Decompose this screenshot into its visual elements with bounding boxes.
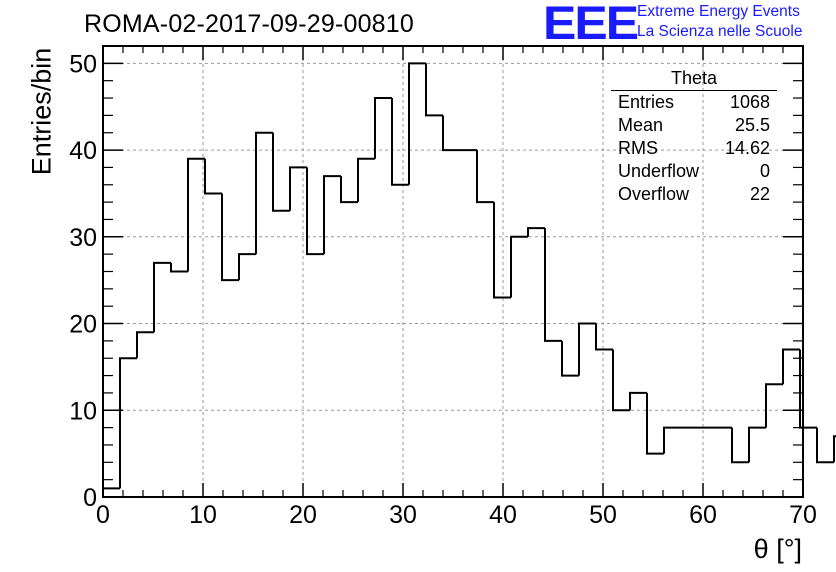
histogram-bin <box>323 175 341 255</box>
stats-row-rms: RMS 14.62 <box>611 137 777 160</box>
histogram-bin <box>187 157 205 272</box>
chart-title: ROMA-02-2017-09-29-00810 <box>84 10 414 38</box>
histogram-bin <box>476 150 494 204</box>
histogram-bin <box>510 235 528 298</box>
x-tick-label: 30 <box>389 501 417 529</box>
histogram-bin <box>765 383 783 428</box>
histogram-bin <box>748 426 766 463</box>
x-tick-label: 20 <box>289 501 317 529</box>
histogram-bin <box>799 349 817 429</box>
y-tick-label: 10 <box>69 397 97 425</box>
logo-text: Extreme Energy Events La Scienza nelle S… <box>637 2 802 42</box>
y-tick-label: 30 <box>69 224 97 252</box>
histogram-bin <box>493 202 511 299</box>
stats-value: 1068 <box>729 92 770 112</box>
histogram-bin <box>238 253 256 281</box>
histogram-bin <box>136 331 154 359</box>
histogram-bin <box>391 98 409 186</box>
tick-labels: 0 10 20 30 40 50 60 70 0 10 20 30 40 50 <box>69 50 817 529</box>
histogram-bin <box>816 427 834 464</box>
stats-label: Overflow <box>618 184 690 204</box>
histogram-bin <box>340 176 358 204</box>
histogram-bin <box>663 426 681 454</box>
histogram-bin <box>731 427 749 464</box>
histogram-bin <box>357 157 375 203</box>
histogram-bin <box>527 227 545 237</box>
histogram-bin <box>102 487 120 497</box>
histogram-bin <box>153 261 171 333</box>
x-tick-label: 10 <box>189 501 217 529</box>
y-tick-label: 40 <box>69 137 97 165</box>
y-tick-label: 0 <box>83 484 97 512</box>
histogram-bin <box>612 349 630 412</box>
stats-label: Entries <box>618 92 675 112</box>
y-tick-label: 50 <box>69 50 97 78</box>
x-tick-label: 70 <box>789 501 817 529</box>
histogram-bin <box>442 115 460 152</box>
histogram-bin <box>578 322 596 376</box>
histogram-bin <box>408 62 426 185</box>
stats-value: 14.62 <box>724 138 770 158</box>
histogram-bin <box>833 435 836 463</box>
eee-logo: EEE <box>543 0 639 50</box>
x-tick-label: 50 <box>589 501 617 529</box>
stats-title: Theta <box>670 68 718 88</box>
histogram-bin <box>544 228 562 342</box>
stats-value: 25.5 <box>734 115 770 135</box>
histogram-bin <box>255 131 273 255</box>
stats-box: Theta Entries 1068 Mean 25.5 RMS 14.62 Underfl… <box>611 68 777 206</box>
logo-line-1: Extreme Energy Events <box>637 3 800 20</box>
histogram-bin <box>595 323 613 351</box>
stats-row-entries: Entries 1068 <box>611 91 777 114</box>
histogram-bin <box>306 167 324 256</box>
axis-ticks <box>102 45 804 498</box>
histogram-bin <box>782 348 800 385</box>
stats-label: Underflow <box>618 161 700 181</box>
stats-value: 22 <box>749 184 770 204</box>
x-axis-label: θ [°] <box>753 534 802 564</box>
stats-value: 0 <box>759 161 770 181</box>
histogram-bin <box>289 166 307 211</box>
histogram-bin <box>646 392 664 455</box>
histogram-bin <box>425 63 443 117</box>
histogram-bin <box>374 97 392 159</box>
histogram-bin <box>170 262 188 273</box>
histogram-bin <box>629 391 647 411</box>
stats-row-mean: Mean 25.5 <box>611 114 777 137</box>
x-tick-label: 40 <box>489 501 517 529</box>
stats-label: Mean <box>618 115 664 135</box>
x-tick-label: 60 <box>689 501 717 529</box>
histogram-bin <box>561 340 579 377</box>
histogram-bin <box>272 132 290 212</box>
plot-frame <box>102 45 804 498</box>
histogram-bin <box>119 357 137 489</box>
stats-row-underflow: Underflow 0 <box>611 160 777 183</box>
x-tick-label: 0 <box>96 501 110 529</box>
logo-line-2: La Scienza nelle Scuole <box>637 23 803 40</box>
histogram-bin <box>204 158 222 195</box>
grid-lines <box>103 46 803 497</box>
stats-label: RMS <box>618 138 658 158</box>
y-tick-label: 20 <box>69 311 97 339</box>
stats-row-overflow: Overflow 22 <box>611 183 777 206</box>
histogram-bin <box>221 193 239 282</box>
